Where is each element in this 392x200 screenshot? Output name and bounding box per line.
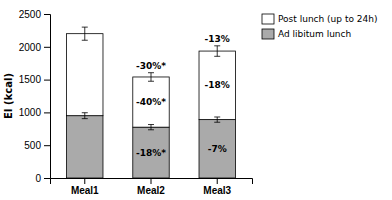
error-bar — [82, 27, 88, 40]
error-bar-stem — [151, 125, 152, 130]
legend-item: Ad libitum lunch — [262, 29, 351, 39]
total-label: -30%* — [136, 61, 166, 71]
y-tick-label: 1500 — [19, 74, 42, 85]
legend: Post lunch (up to 24h) Ad libitum lunch — [262, 14, 377, 39]
bar — [67, 116, 103, 178]
bar — [133, 127, 169, 178]
y-tick-label: 2000 — [19, 42, 42, 53]
error-bar-cap — [214, 45, 220, 46]
error-bar-stem — [217, 117, 218, 122]
y-tick-mark — [44, 14, 50, 15]
y-tick-mark — [44, 47, 50, 48]
legend-swatch — [262, 29, 274, 39]
x-tick-mark — [84, 178, 85, 184]
y-tick-mark — [44, 112, 50, 113]
error-bar-stem — [84, 27, 85, 40]
error-bars — [82, 113, 220, 130]
x-axis-line — [51, 179, 253, 185]
segment-label: -18% — [205, 80, 230, 90]
error-bar-cap — [82, 112, 88, 113]
x-tick-label: Meal3 — [203, 185, 231, 196]
bar — [133, 77, 169, 127]
error-bar-cap — [148, 72, 154, 73]
error-bar — [214, 117, 220, 122]
y-tick: 1000 — [19, 107, 50, 118]
x-tick-label: Meal1 — [71, 185, 99, 196]
legend-label: Post lunch (up to 24h) — [278, 14, 377, 24]
total-label: -13% — [205, 34, 230, 44]
error-bar-cap — [148, 129, 154, 130]
legend-swatch — [262, 14, 274, 24]
error-bar-cap — [148, 124, 154, 125]
x-tick-mark — [217, 178, 218, 184]
y-axis-title: EI (kcal) — [3, 73, 14, 119]
bar — [199, 51, 235, 120]
plot: 0 500 1000 1500 2000 2500 Meal1 Meal2 Meal3 EI (k… — [3, 9, 377, 196]
error-bar — [82, 113, 88, 119]
error-bar — [214, 46, 220, 56]
y-tick: 0 — [35, 173, 50, 184]
y-tick-mark — [44, 80, 50, 81]
y-tick-label: 0 — [35, 173, 41, 184]
error-bar-cap — [214, 122, 220, 123]
y-tick: 2500 — [19, 9, 50, 20]
error-bar-stem — [151, 73, 152, 82]
y-tick-mark — [44, 145, 50, 146]
y-tick-label: 2500 — [19, 9, 42, 20]
segment-label: -7% — [208, 144, 227, 154]
bar — [67, 34, 103, 116]
y-tick: 500 — [24, 140, 50, 151]
y-tick: 1500 — [19, 74, 50, 85]
legend-item: Post lunch (up to 24h) — [262, 14, 377, 24]
y-tick: 2000 — [19, 42, 50, 53]
annotations: -18%* -7% -40%* -18% -30%* -13% — [136, 34, 230, 158]
y-tick-label: 500 — [24, 140, 41, 151]
error-bar-stem — [84, 113, 85, 119]
segment-label: -18%* — [136, 148, 166, 158]
error-bar-cap — [214, 56, 220, 57]
y-axis-line — [44, 15, 51, 179]
bar — [199, 120, 235, 178]
error-bars — [82, 27, 220, 81]
y-axis: 0 500 1000 1500 2000 2500 — [19, 9, 51, 184]
error-bar-stem — [217, 46, 218, 56]
error-bar-cap — [82, 118, 88, 119]
y-tick-mark — [44, 178, 50, 179]
bar-series — [67, 34, 236, 127]
x-tick: Meal1 — [71, 178, 99, 196]
error-bar-cap — [148, 81, 154, 82]
x-tick-label: Meal2 — [137, 185, 165, 196]
segment-label: -40%* — [136, 97, 166, 107]
error-bar-cap — [82, 40, 88, 41]
error-bar-cap — [82, 27, 88, 28]
chart: 0 500 1000 1500 2000 2500 Meal1 Meal2 Meal3 EI (k… — [0, 0, 392, 200]
error-bar — [148, 73, 154, 82]
x-tick: Meal3 — [203, 178, 231, 196]
marks — [67, 27, 236, 178]
x-axis: Meal1 Meal2 Meal3 — [51, 178, 253, 196]
bar-series — [67, 116, 236, 178]
error-bar-cap — [214, 116, 220, 117]
legend-label: Ad libitum lunch — [278, 29, 351, 39]
x-tick: Meal2 — [137, 178, 165, 196]
y-tick-label: 1000 — [19, 107, 42, 118]
error-bar — [148, 125, 154, 130]
x-tick-mark — [151, 178, 152, 184]
